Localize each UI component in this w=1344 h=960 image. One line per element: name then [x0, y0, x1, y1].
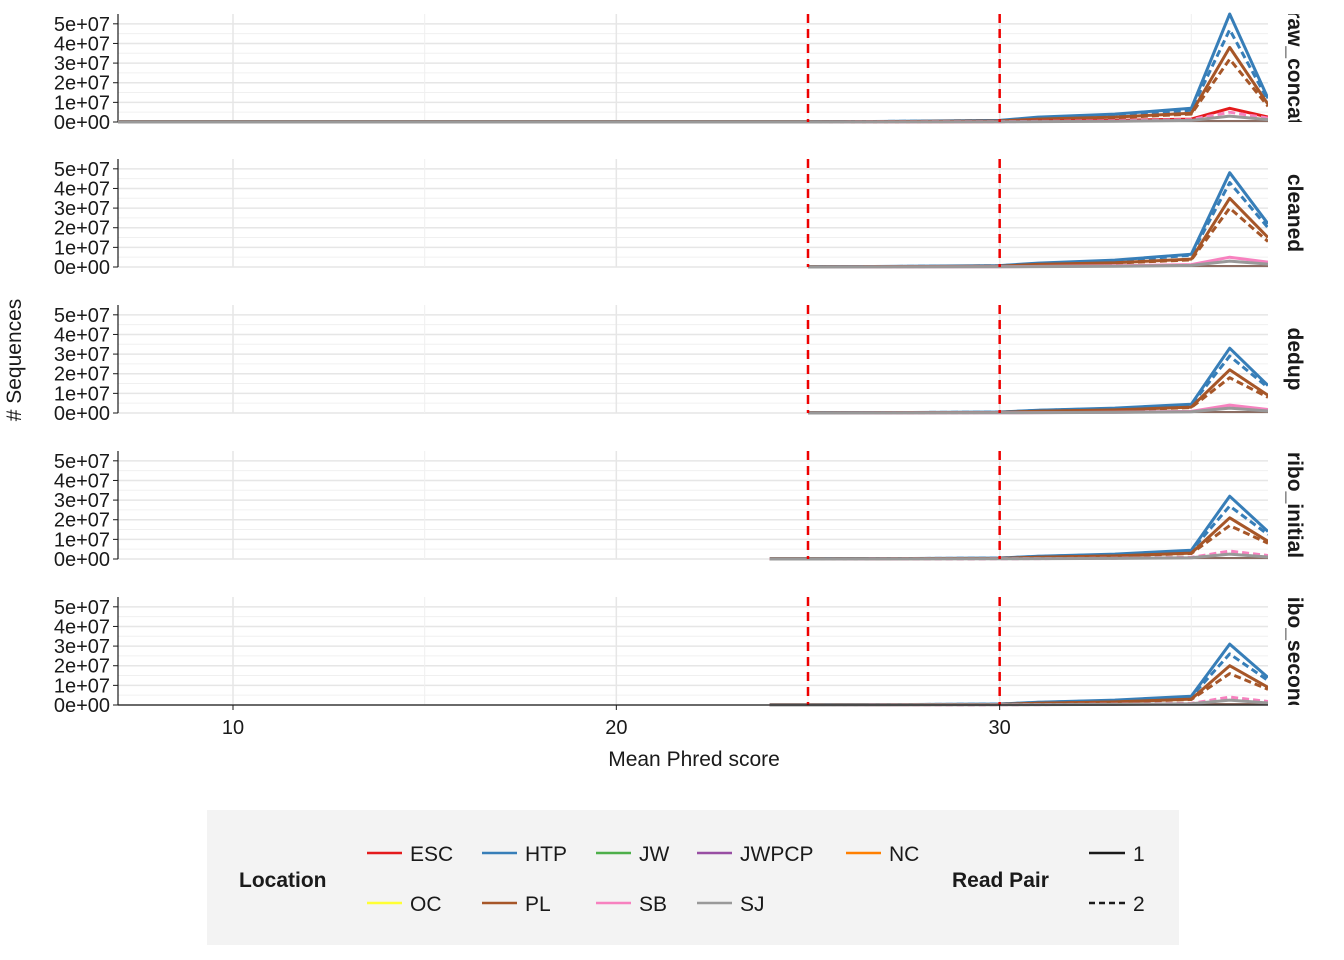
legend-label-pl: PL: [525, 893, 551, 916]
series-line-htp-2: [807, 181, 1268, 269]
strip-label: ribo_second: [1283, 589, 1306, 714]
legend-background: [207, 810, 1179, 945]
series-group: [769, 642, 1268, 707]
legend-label-htp: HTP: [525, 843, 567, 866]
legend-label-jw: JW: [639, 843, 670, 866]
strip-label-group: ribo_second: [1283, 589, 1306, 714]
legend-label-sb: SB: [639, 893, 667, 916]
series-line-htp-2: [807, 354, 1268, 415]
y-tick-label: 5e+07: [54, 451, 110, 473]
y-tick-label: 0e+00: [54, 549, 110, 571]
y-tick-label: 1e+07: [54, 529, 110, 551]
legend-label-jwpcp: JWPCP: [740, 843, 814, 866]
x-tick-label: 30: [989, 717, 1011, 739]
y-tick-label: 3e+07: [54, 344, 110, 366]
legend-label-oc: OC: [410, 893, 442, 916]
series-line-sj-1: [807, 406, 1268, 415]
strip-label: dedup: [1283, 328, 1306, 391]
legend-label-read-pair-1: 1: [1133, 843, 1145, 866]
x-tick-label: 20: [605, 717, 627, 739]
y-tick-label: 2e+07: [54, 510, 110, 532]
y-tick-label: 4e+07: [54, 324, 110, 346]
y-tick-label: 4e+07: [54, 616, 110, 638]
y-tick-label: 5e+07: [54, 14, 110, 36]
y-tick-label: 3e+07: [54, 636, 110, 658]
y-tick-label: 0e+00: [54, 112, 110, 134]
series-line-htp-1: [807, 171, 1268, 269]
legend-title-read-pair: Read Pair: [952, 869, 1049, 892]
y-tick-label: 5e+07: [54, 159, 110, 181]
y-tick-label: 1e+07: [54, 675, 110, 697]
y-tick-label: 4e+07: [54, 33, 110, 55]
y-tick-label: 1e+07: [54, 383, 110, 405]
x-tick-label: 10: [222, 717, 244, 739]
series-group: [118, 12, 1268, 124]
y-tick-label: 2e+07: [54, 218, 110, 240]
legend-label-sj: SJ: [740, 893, 765, 916]
legend-title-location: Location: [239, 869, 327, 892]
legend: Location ESC HTP JW JWPCP NC OC PL SB SJ Read Pair…: [207, 810, 1179, 945]
y-tick-label: 0e+00: [54, 695, 110, 717]
series-line-htp-1: [118, 12, 1268, 124]
series-line-sj-1: [807, 259, 1268, 269]
series-line-pl-1: [118, 45, 1268, 124]
legend-label-read-pair-2: 2: [1133, 893, 1145, 916]
y-tick-label: 4e+07: [54, 470, 110, 492]
y-tick-label: 0e+00: [54, 257, 110, 279]
series-line-pl-2: [769, 524, 1268, 561]
y-tick-label: 3e+07: [54, 490, 110, 512]
y-tick-label: 3e+07: [54, 198, 110, 220]
y-tick-label: 1e+07: [54, 237, 110, 259]
series-group: [807, 171, 1268, 269]
y-tick-label: 2e+07: [54, 73, 110, 95]
y-axis-title: # Sequences: [3, 299, 26, 422]
strip-label-group: dedup: [1283, 328, 1306, 391]
strip-label-group: ribo_initial: [1283, 452, 1306, 558]
y-tick-label: 4e+07: [54, 178, 110, 200]
strip-label: ribo_initial: [1283, 452, 1306, 558]
y-tick-label: 5e+07: [54, 597, 110, 619]
y-tick-label: 3e+07: [54, 53, 110, 75]
legend-label-esc: ESC: [410, 843, 453, 866]
strip-label: cleaned: [1283, 174, 1306, 252]
y-tick-label: 2e+07: [54, 364, 110, 386]
y-tick-label: 0e+00: [54, 403, 110, 425]
y-tick-label: 5e+07: [54, 305, 110, 327]
y-tick-label: 2e+07: [54, 656, 110, 678]
legend-label-nc: NC: [889, 843, 919, 866]
strip-label: raw_concat: [1283, 10, 1306, 126]
series-line-pl-2: [769, 672, 1268, 707]
strip-label-group: raw_concat: [1283, 10, 1306, 126]
strip-label-group: cleaned: [1283, 174, 1306, 252]
y-tick-label: 1e+07: [54, 92, 110, 114]
x-axis-title: Mean Phred score: [608, 748, 780, 771]
